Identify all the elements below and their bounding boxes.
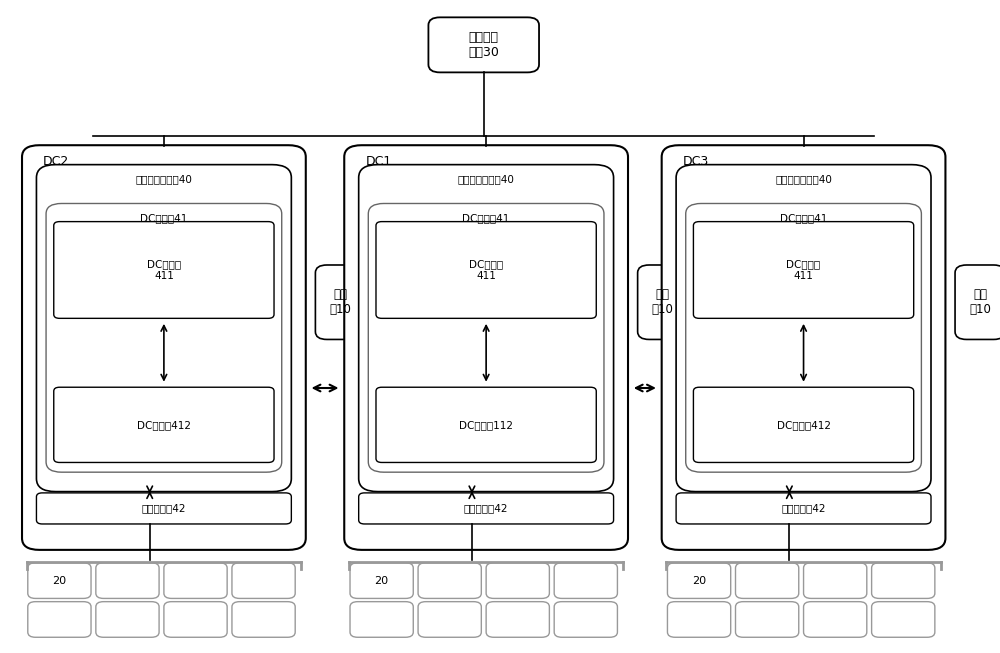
FancyBboxPatch shape [368, 204, 604, 472]
Text: DC调度器41: DC调度器41 [140, 213, 188, 223]
FancyBboxPatch shape [46, 204, 282, 472]
FancyBboxPatch shape [359, 493, 614, 524]
Text: 本地调度器42: 本地调度器42 [781, 503, 826, 513]
FancyBboxPatch shape [418, 601, 481, 637]
Text: DC2: DC2 [43, 155, 69, 168]
FancyBboxPatch shape [804, 601, 867, 637]
FancyBboxPatch shape [667, 601, 731, 637]
Text: 元数据服
务器30: 元数据服 务器30 [468, 31, 499, 59]
FancyBboxPatch shape [54, 221, 274, 319]
FancyBboxPatch shape [344, 145, 628, 550]
FancyBboxPatch shape [554, 601, 617, 637]
FancyBboxPatch shape [676, 165, 931, 492]
FancyBboxPatch shape [693, 221, 914, 319]
Text: DC3: DC3 [683, 155, 709, 168]
FancyBboxPatch shape [22, 145, 306, 550]
FancyBboxPatch shape [736, 601, 799, 637]
FancyBboxPatch shape [164, 601, 227, 637]
Text: DC通讯器
411: DC通讯器 411 [469, 259, 503, 281]
FancyBboxPatch shape [638, 265, 688, 340]
FancyBboxPatch shape [350, 601, 413, 637]
Text: 资源管理器节点40: 资源管理器节点40 [458, 174, 515, 184]
Text: DC调度器41: DC调度器41 [780, 213, 827, 223]
FancyBboxPatch shape [486, 563, 549, 598]
FancyBboxPatch shape [804, 563, 867, 598]
FancyBboxPatch shape [164, 563, 227, 598]
FancyBboxPatch shape [736, 563, 799, 598]
FancyBboxPatch shape [359, 165, 614, 492]
FancyBboxPatch shape [376, 387, 596, 462]
Text: 本地调度器42: 本地调度器42 [142, 503, 186, 513]
FancyBboxPatch shape [693, 387, 914, 462]
FancyBboxPatch shape [872, 601, 935, 637]
Text: DC通讯器
411: DC通讯器 411 [147, 259, 181, 281]
Text: DC调度器41: DC调度器41 [462, 213, 510, 223]
FancyBboxPatch shape [554, 563, 617, 598]
FancyBboxPatch shape [36, 165, 291, 492]
FancyBboxPatch shape [96, 601, 159, 637]
Text: DC调度器112: DC调度器112 [459, 420, 513, 430]
Text: 资源管理器节点40: 资源管理器节点40 [135, 174, 192, 184]
Text: 20: 20 [375, 576, 389, 586]
FancyBboxPatch shape [315, 265, 365, 340]
FancyBboxPatch shape [686, 204, 921, 472]
FancyBboxPatch shape [428, 18, 539, 72]
Text: 主节
点10: 主节 点10 [969, 288, 991, 316]
FancyBboxPatch shape [54, 387, 274, 462]
FancyBboxPatch shape [96, 563, 159, 598]
FancyBboxPatch shape [676, 493, 931, 524]
FancyBboxPatch shape [232, 601, 295, 637]
FancyBboxPatch shape [955, 265, 1000, 340]
Text: 主节
点10: 主节 点10 [652, 288, 674, 316]
Text: 20: 20 [52, 576, 66, 586]
FancyBboxPatch shape [486, 601, 549, 637]
FancyBboxPatch shape [232, 563, 295, 598]
Text: 主节
点10: 主节 点10 [329, 288, 351, 316]
FancyBboxPatch shape [667, 563, 731, 598]
Text: 本地调度器42: 本地调度器42 [464, 503, 508, 513]
FancyBboxPatch shape [872, 563, 935, 598]
Text: DC通讯器
411: DC通讯器 411 [786, 259, 821, 281]
Text: 资源管理器节点40: 资源管理器节点40 [775, 174, 832, 184]
Text: DC调度器412: DC调度器412 [137, 420, 191, 430]
FancyBboxPatch shape [36, 493, 291, 524]
FancyBboxPatch shape [418, 563, 481, 598]
Text: DC调度器412: DC调度器412 [777, 420, 831, 430]
FancyBboxPatch shape [28, 563, 91, 598]
FancyBboxPatch shape [376, 221, 596, 319]
FancyBboxPatch shape [28, 601, 91, 637]
FancyBboxPatch shape [350, 563, 413, 598]
Text: 20: 20 [692, 576, 706, 586]
Text: DC1: DC1 [365, 155, 392, 168]
FancyBboxPatch shape [662, 145, 945, 550]
